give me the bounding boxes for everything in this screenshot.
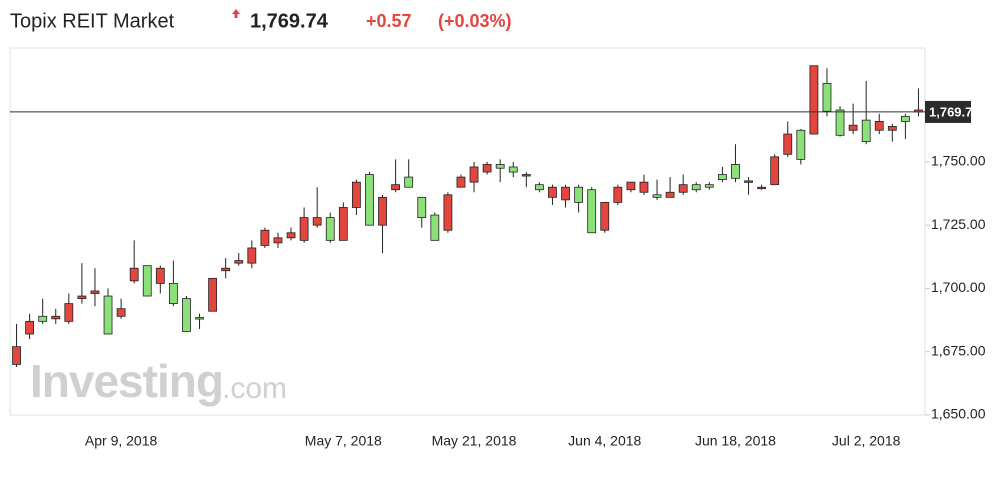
candle-body — [12, 346, 21, 365]
candle-body — [561, 186, 570, 201]
candle-body — [430, 214, 440, 241]
candle-body — [351, 181, 361, 208]
candle-body — [495, 164, 505, 169]
candle-body — [848, 124, 858, 131]
candle-body — [208, 277, 218, 312]
x-tick-label: Jul 2, 2018 — [832, 433, 901, 449]
change: +0.57 — [366, 11, 412, 31]
candle-body — [652, 194, 662, 198]
candle-body — [417, 196, 427, 218]
y-tick-label: 1,650.00 — [931, 406, 986, 422]
candle-body — [38, 315, 48, 322]
candle-body — [704, 184, 714, 188]
candle-body — [835, 109, 845, 136]
candle-body — [116, 308, 126, 317]
candle-body — [182, 298, 191, 332]
candle-body — [247, 247, 257, 264]
up-arrow — [232, 9, 240, 14]
candle-body — [548, 186, 557, 198]
candle-body — [574, 186, 584, 203]
candle-body — [299, 217, 309, 241]
candle-body — [443, 194, 453, 231]
x-tick-label: Apr 9, 2018 — [85, 433, 158, 449]
candle-body — [613, 186, 623, 203]
candle-body — [600, 201, 610, 231]
candle-body — [25, 320, 35, 335]
candle-body — [273, 237, 283, 244]
candle-body — [639, 181, 649, 193]
candle-body — [234, 260, 244, 264]
candle-body — [221, 267, 231, 272]
candle-body — [744, 180, 753, 183]
y-tick-label: 1,700.00 — [931, 279, 986, 295]
candle-body — [887, 126, 897, 131]
candle-body — [90, 290, 100, 294]
x-tick-label: May 7, 2018 — [305, 433, 382, 449]
candle-body — [391, 184, 401, 191]
price: 1,769.74 — [250, 10, 329, 32]
candle-body — [861, 119, 871, 143]
candle-body — [168, 282, 178, 305]
candle-body — [142, 265, 152, 297]
candle-body — [809, 65, 819, 135]
candle-body — [757, 186, 767, 190]
last-price-box — [925, 100, 971, 123]
candle-body — [482, 164, 492, 173]
candle-body — [783, 133, 793, 155]
candle-body — [312, 217, 322, 226]
candle-body — [691, 184, 701, 191]
candle-body — [365, 174, 374, 226]
candle-body — [456, 176, 466, 188]
candle-body — [626, 181, 636, 191]
chart-title: Topix REIT Market — [10, 10, 175, 32]
plot-frame — [9, 47, 926, 416]
candle-body — [587, 189, 597, 234]
watermark-suffix: .com — [222, 372, 287, 405]
candle-body — [874, 121, 884, 131]
y-tick-label: 1,750.00 — [931, 153, 986, 169]
candle-body — [796, 129, 806, 160]
x-tick-label: May 21, 2018 — [432, 433, 517, 449]
candle-body — [286, 232, 296, 239]
candle-body — [338, 207, 348, 241]
candle-body — [731, 164, 740, 179]
candle-body — [900, 115, 910, 122]
x-tick-label: Jun 18, 2018 — [695, 433, 776, 449]
x-tick-label: Jun 4, 2018 — [568, 433, 641, 449]
change-pct: (+0.03%) — [438, 11, 512, 31]
candle-body — [508, 166, 518, 173]
candle-body — [404, 176, 414, 188]
candle-body — [469, 166, 479, 183]
y-tick-label: 1,725.00 — [931, 216, 986, 232]
candle-body — [325, 217, 335, 241]
candle-body — [770, 156, 780, 186]
candle-body — [260, 229, 270, 246]
last-price-label: 1,769.74 — [929, 104, 980, 119]
candle-body — [521, 174, 531, 177]
candle-body — [378, 196, 387, 226]
candle-body — [822, 83, 832, 112]
candle-body — [717, 174, 727, 181]
candle-body — [155, 267, 165, 284]
candle-body — [103, 295, 113, 335]
up-arrow-stem — [234, 14, 238, 18]
candle-body — [534, 184, 544, 191]
candle-body — [678, 184, 688, 193]
candle-body — [51, 315, 61, 320]
candle-body — [195, 317, 204, 320]
candle-body — [665, 191, 675, 198]
candle-body — [64, 303, 74, 322]
watermark: Investing — [30, 355, 223, 407]
candle-body — [129, 267, 139, 282]
y-tick-label: 1,675.00 — [931, 342, 986, 358]
candle-body — [77, 295, 87, 299]
